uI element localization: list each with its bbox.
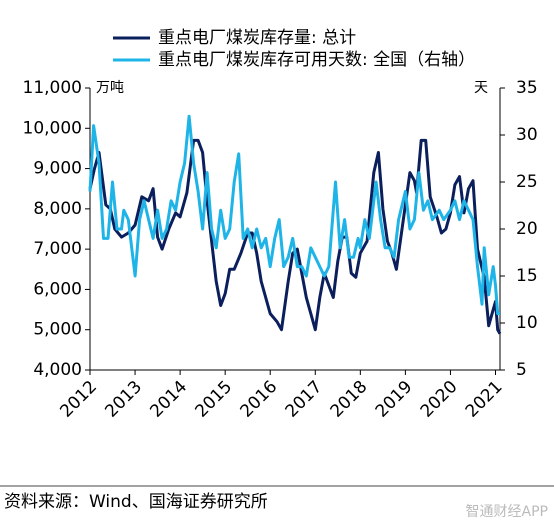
x-tick-label: 2015 (192, 377, 237, 422)
series-line (88, 138, 502, 335)
x-tick-label: 2021 (462, 377, 507, 422)
y-tick-label: 5,000 (33, 320, 82, 340)
x-tick-label: 2012 (56, 377, 101, 422)
y-tick-label: 6,000 (33, 279, 82, 299)
x-tick-label: 2014 (146, 377, 191, 422)
y2-tick-label: 5 (516, 360, 527, 380)
y-tick-label: 11,000 (23, 78, 82, 98)
y-tick-label: 9,000 (33, 159, 82, 179)
y-tick-label: 7,000 (33, 239, 82, 259)
y2-tick-label: 35 (516, 78, 538, 98)
y-tick-label: 10,000 (23, 118, 82, 138)
legend-label: 重点电厂煤炭库存量: 总计 (158, 28, 356, 48)
y-tick-label: 8,000 (33, 199, 82, 219)
watermark: 智通财经APP (466, 504, 548, 520)
y2-tick-label: 15 (516, 266, 538, 286)
y2-tick-label: 20 (516, 219, 538, 239)
x-tick-label: 2018 (327, 377, 372, 422)
source: 资料来源：Wind、国海证券研究所 (4, 492, 268, 512)
y2-unit-label: 天 (474, 80, 488, 96)
x-tick-label: 2016 (237, 377, 282, 422)
y2-tick-label: 10 (516, 313, 538, 333)
x-tick-label: 2013 (101, 377, 146, 422)
y-unit-label: 万吨 (96, 80, 124, 96)
y-tick-label: 4,000 (33, 360, 82, 380)
x-tick-label: 2020 (417, 377, 462, 422)
legend-label: 重点电厂煤炭库存可用天数: 全国（右轴） (158, 50, 475, 70)
x-tick-label: 2017 (282, 377, 327, 422)
series-line (88, 114, 500, 316)
x-tick-label: 2019 (372, 377, 417, 422)
y2-tick-label: 25 (516, 172, 538, 192)
y2-tick-label: 30 (516, 125, 538, 145)
